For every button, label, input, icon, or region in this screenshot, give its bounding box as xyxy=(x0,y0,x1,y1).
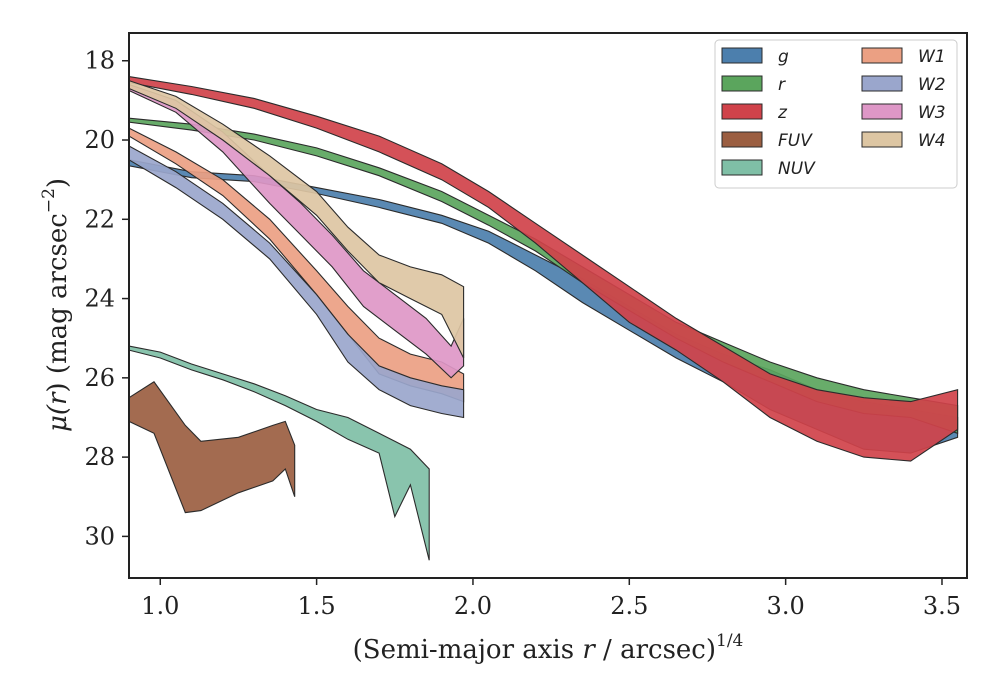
legend-swatch-r xyxy=(721,75,763,92)
series-band-z xyxy=(128,75,959,462)
legend-label-w1: W1 xyxy=(918,47,946,67)
series-band-w4 xyxy=(128,79,465,359)
y-tick-label: 22 xyxy=(84,205,115,233)
y-axis-title: μ(r) (mag arcsec−2) xyxy=(39,178,73,432)
legend-swatch-w4 xyxy=(861,131,903,148)
legend: grz FUV NUV W1 W2 W3 W4 xyxy=(714,39,958,189)
legend-label-r: r xyxy=(778,75,786,95)
x-tick-label: 2.5 xyxy=(610,592,648,620)
y-tick-label: 24 xyxy=(84,285,115,313)
x-tick-label: 3.0 xyxy=(767,592,805,620)
legend-label-w2: W2 xyxy=(918,75,946,95)
x-tick-label: 2.0 xyxy=(454,592,492,620)
y-tick-label: 26 xyxy=(84,364,115,392)
series-band-w3 xyxy=(128,83,465,379)
legend-swatch-z xyxy=(721,103,763,120)
legend-swatch-w1 xyxy=(861,47,903,64)
legend-label-z: z xyxy=(777,103,788,123)
series-band-nuv xyxy=(128,345,430,561)
x-tick-label: 1.5 xyxy=(298,592,336,620)
series-band-r xyxy=(128,117,959,435)
legend-swatch-g xyxy=(721,47,763,64)
y-tick-label: 30 xyxy=(84,522,115,550)
y-tick-label: 28 xyxy=(84,443,115,471)
x-tick-label: 3.5 xyxy=(923,592,961,620)
legend-swatch-nuv xyxy=(721,159,763,176)
x-axis-title: (Semi-major axis r / arcsec)1/4 xyxy=(353,631,744,665)
legend-swatch-w2 xyxy=(861,75,903,92)
x-axis-ticks: 1.0 1.5 2.0 2.5 3.0 3.5 xyxy=(141,578,961,620)
series-band-w2 xyxy=(128,145,465,419)
legend-label-w3: W3 xyxy=(918,103,946,123)
y-tick-label: 18 xyxy=(84,47,115,75)
legend-swatch-w3 xyxy=(861,103,903,120)
y-tick-label: 20 xyxy=(84,126,115,154)
x-tick-label: 1.0 xyxy=(141,592,179,620)
legend-label-g: g xyxy=(778,47,789,67)
legend-label-nuv: NUV xyxy=(778,159,816,179)
legend-label-w4: W4 xyxy=(918,131,946,151)
legend-label-fuv: FUV xyxy=(778,131,813,151)
series-bands xyxy=(128,75,959,561)
y-axis-ticks: 18 20 22 24 26 28 30 xyxy=(84,47,129,550)
series-band-fuv xyxy=(128,381,296,514)
plot-frame xyxy=(128,32,968,579)
legend-swatch-fuv xyxy=(721,131,763,148)
